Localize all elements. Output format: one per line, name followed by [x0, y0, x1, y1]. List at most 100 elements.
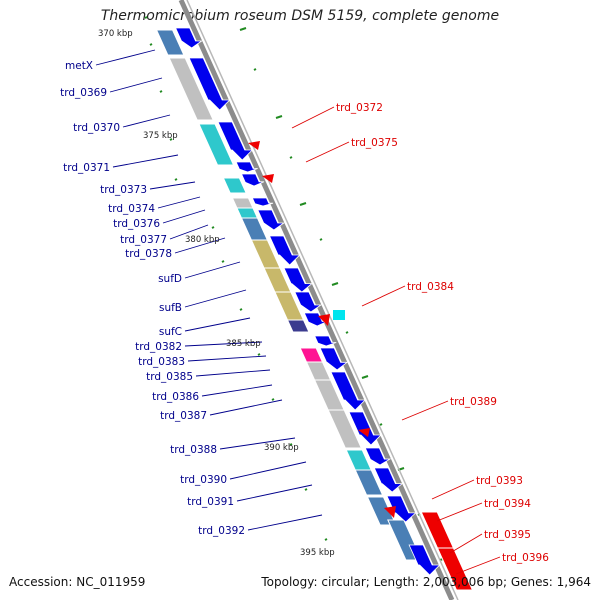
backbone-line — [178, 0, 455, 600]
tick-mark — [379, 423, 383, 426]
gene-label-left[interactable]: trd_0386 — [152, 391, 199, 403]
tick-mark — [211, 226, 215, 229]
gene-label-left[interactable]: trd_0374 — [108, 203, 155, 215]
accession-text: Accession: NC_011959 — [9, 575, 146, 589]
gene-label-left[interactable]: sufC — [159, 326, 182, 338]
cog-block — [354, 469, 384, 496]
gene-label-right[interactable]: trd_0372 — [336, 102, 383, 114]
forward-gene-arrow — [257, 209, 286, 231]
cog-block — [168, 57, 214, 121]
left-label-connector — [236, 484, 313, 502]
cog-block — [305, 361, 332, 381]
forward-gene-arrow — [235, 161, 258, 173]
right-label-connector — [431, 479, 475, 500]
gene-label-left[interactable]: trd_0385 — [146, 371, 193, 383]
tick-mark — [319, 238, 323, 241]
gene-label-left[interactable]: trd_0377 — [120, 234, 167, 246]
backbone-line — [186, 0, 459, 600]
gene-label-left[interactable]: trd_0369 — [60, 87, 107, 99]
forward-gene-arrow — [330, 371, 367, 411]
tick-mark — [257, 353, 261, 356]
reverse-gene-arrow — [262, 174, 274, 183]
genome-backbone — [178, 0, 459, 600]
gene-label-right[interactable]: trd_0396 — [502, 552, 549, 564]
kbp-label: 395 kbp — [300, 548, 335, 558]
gene-label-left[interactable]: trd_0388 — [170, 444, 217, 456]
cog-track — [155, 29, 474, 591]
left-label-connector — [149, 181, 196, 190]
gene-label-left[interactable]: trd_0387 — [160, 410, 207, 422]
left-label-connector — [184, 289, 247, 308]
gene-label-left[interactable]: trd_0392 — [198, 525, 245, 537]
tick-mark — [239, 308, 243, 311]
tick-mark — [289, 443, 293, 446]
reverse-gene-arrow — [248, 141, 260, 150]
forward-gene-arrow — [175, 27, 203, 49]
tick-mark — [299, 202, 307, 206]
left-label-connector — [184, 341, 263, 347]
reverse-gene-arrow — [318, 314, 330, 326]
cog-block-small — [333, 310, 345, 320]
tick-mark — [159, 90, 163, 93]
right-label-connector — [305, 141, 350, 163]
reverse-gene-arrow — [384, 506, 396, 518]
tick-mark — [239, 27, 247, 31]
kbp-label: 385 kbp — [226, 339, 261, 349]
kbp-label: 380 kbp — [185, 235, 220, 245]
right-label-connector — [436, 502, 483, 522]
forward-gene-arrow — [373, 467, 404, 493]
gene-label-left[interactable]: trd_0391 — [187, 496, 234, 508]
left-label-connector — [109, 77, 163, 93]
gene-label-left[interactable]: trd_0390 — [180, 474, 227, 486]
tick-mark — [149, 43, 153, 46]
cog-block — [155, 29, 185, 56]
tick-mark — [289, 156, 293, 159]
left-label-connector — [201, 384, 273, 397]
tick-mark — [275, 115, 283, 119]
gene-track — [175, 27, 441, 576]
forward-gene-arrow — [217, 121, 254, 161]
gene-label-left[interactable]: metX — [65, 60, 93, 72]
tick-mark — [331, 282, 339, 286]
gene-label-left[interactable]: trd_0383 — [138, 356, 185, 368]
right-label-connector — [449, 533, 483, 554]
tick-mark — [221, 260, 225, 263]
kbp-label: 370 kbp — [98, 29, 133, 39]
cog-block — [327, 409, 363, 449]
gene-label-left[interactable]: trd_0382 — [135, 341, 182, 353]
gene-label-left[interactable]: trd_0378 — [125, 248, 172, 260]
forward-gene-arrow — [188, 57, 231, 111]
gene-label-right[interactable]: trd_0389 — [450, 396, 497, 408]
forward-gene-arrow — [251, 197, 274, 207]
gene-label-left[interactable]: trd_0370 — [73, 122, 120, 134]
cog-block — [236, 207, 259, 219]
left-label-connector — [219, 437, 296, 450]
tick-mark — [361, 375, 369, 379]
left-label-connector — [169, 224, 209, 240]
left-label-connector — [209, 399, 283, 416]
gene-label-left[interactable]: trd_0371 — [63, 162, 110, 174]
left-label-connector — [195, 369, 271, 377]
left-label-connector — [184, 317, 251, 332]
kbp-label: 375 kbp — [143, 131, 178, 141]
gene-label-left[interactable]: trd_0373 — [100, 184, 147, 196]
left-label-connector — [162, 209, 206, 224]
left-label-connector — [184, 261, 241, 279]
gene-label-right[interactable]: trd_0393 — [476, 475, 523, 487]
left-label-connector — [122, 114, 171, 128]
gene-label-left[interactable]: sufB — [159, 302, 182, 314]
gene-label-right[interactable]: trd_0394 — [484, 498, 531, 510]
forward-gene-arrow — [294, 291, 323, 313]
forward-gene-arrow — [314, 335, 337, 347]
gene-label-right[interactable]: trd_0384 — [407, 281, 454, 293]
kbp-label: 390 kbp — [264, 443, 299, 453]
gene-label-right[interactable]: trd_0375 — [351, 137, 398, 149]
gene-label-left[interactable]: trd_0376 — [113, 218, 160, 230]
left-label-connector — [95, 49, 156, 66]
tick-mark — [324, 538, 328, 541]
left-label-connector — [229, 461, 307, 480]
tick-mark — [174, 178, 178, 181]
gene-label-left[interactable]: sufD — [158, 273, 182, 285]
gene-label-right[interactable]: trd_0395 — [484, 529, 531, 541]
